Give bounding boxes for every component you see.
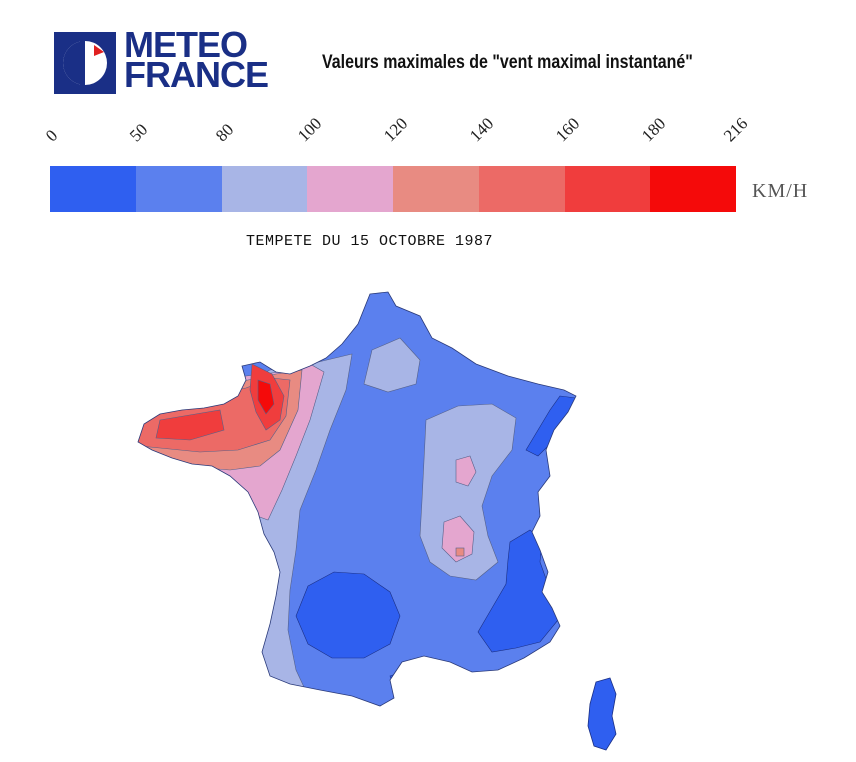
legend-tick: 0 — [41, 125, 62, 146]
legend-tick: 50 — [125, 119, 152, 146]
legend-swatch-3 — [307, 166, 393, 212]
legend-tick: 216 — [719, 113, 752, 146]
legend-swatch-2 — [221, 166, 308, 212]
legend-swatch-7 — [650, 166, 736, 212]
legend-swatch-1 — [135, 166, 222, 212]
page-title: Valeurs maximales de "vent maximal insta… — [322, 52, 693, 73]
legend-tick: 80 — [211, 119, 238, 146]
logo-mark-icon — [54, 32, 116, 94]
legend-swatch-0 — [50, 166, 136, 212]
legend-tick: 160 — [551, 113, 584, 146]
france-wind-map — [137, 291, 617, 751]
legend-swatch-5 — [478, 166, 565, 212]
legend-color-scale — [50, 166, 736, 212]
legend-tick: 140 — [465, 113, 498, 146]
map-subtitle: TEMPETE DU 15 OCTOBRE 1987 — [246, 233, 494, 250]
legend-tick: 100 — [293, 113, 326, 146]
corsica-region — [587, 677, 617, 751]
legend-tick: 180 — [637, 113, 670, 146]
legend-unit: KM/H — [752, 180, 809, 202]
legend-tick: 120 — [379, 113, 412, 146]
meteo-france-logo: METEO FRANCE — [54, 24, 278, 96]
logo-line-2: FRANCE — [124, 54, 269, 95]
legend-swatch-4 — [393, 166, 479, 212]
legend-swatch-6 — [564, 166, 651, 212]
logo-line-1: METEO — [124, 24, 248, 65]
